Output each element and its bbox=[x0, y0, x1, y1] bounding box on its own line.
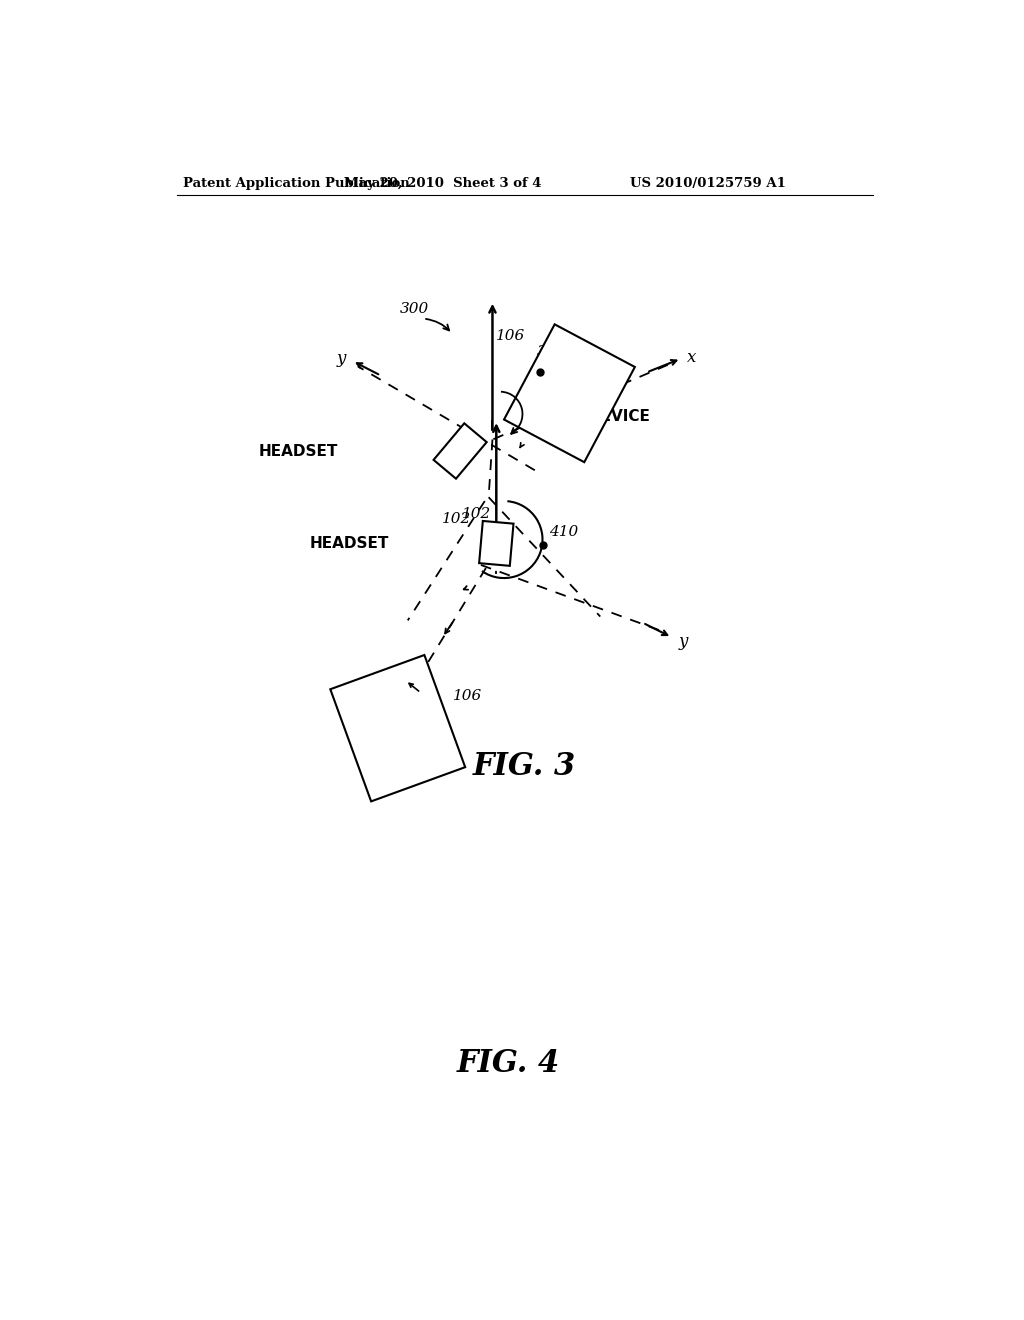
Text: HEADSET: HEADSET bbox=[259, 444, 339, 458]
Text: 400: 400 bbox=[574, 417, 604, 432]
Polygon shape bbox=[504, 325, 635, 462]
Text: 310: 310 bbox=[537, 345, 565, 359]
Text: DEVICE: DEVICE bbox=[589, 409, 650, 424]
Text: DEVICE: DEVICE bbox=[367, 741, 429, 755]
Polygon shape bbox=[479, 521, 513, 566]
Text: 0: 0 bbox=[523, 393, 530, 404]
Text: HEADSET: HEADSET bbox=[309, 536, 388, 550]
Text: 102: 102 bbox=[442, 512, 472, 525]
Text: FIG. 4: FIG. 4 bbox=[457, 1048, 559, 1078]
Text: 410: 410 bbox=[549, 525, 578, 539]
Text: US 2010/0125759 A1: US 2010/0125759 A1 bbox=[630, 177, 785, 190]
Text: x: x bbox=[686, 348, 696, 366]
Text: 106: 106 bbox=[497, 329, 525, 343]
Text: 102: 102 bbox=[463, 507, 492, 521]
Text: 300: 300 bbox=[400, 301, 429, 315]
Text: x: x bbox=[417, 677, 425, 692]
Polygon shape bbox=[331, 655, 465, 801]
Text: 106: 106 bbox=[454, 689, 482, 702]
Text: May 20, 2010  Sheet 3 of 4: May 20, 2010 Sheet 3 of 4 bbox=[344, 177, 541, 190]
Polygon shape bbox=[433, 424, 486, 479]
Text: y: y bbox=[679, 634, 688, 651]
Text: Patent Application Publication: Patent Application Publication bbox=[183, 177, 410, 190]
Text: FIG. 3: FIG. 3 bbox=[473, 751, 577, 783]
Text: y: y bbox=[337, 350, 346, 367]
